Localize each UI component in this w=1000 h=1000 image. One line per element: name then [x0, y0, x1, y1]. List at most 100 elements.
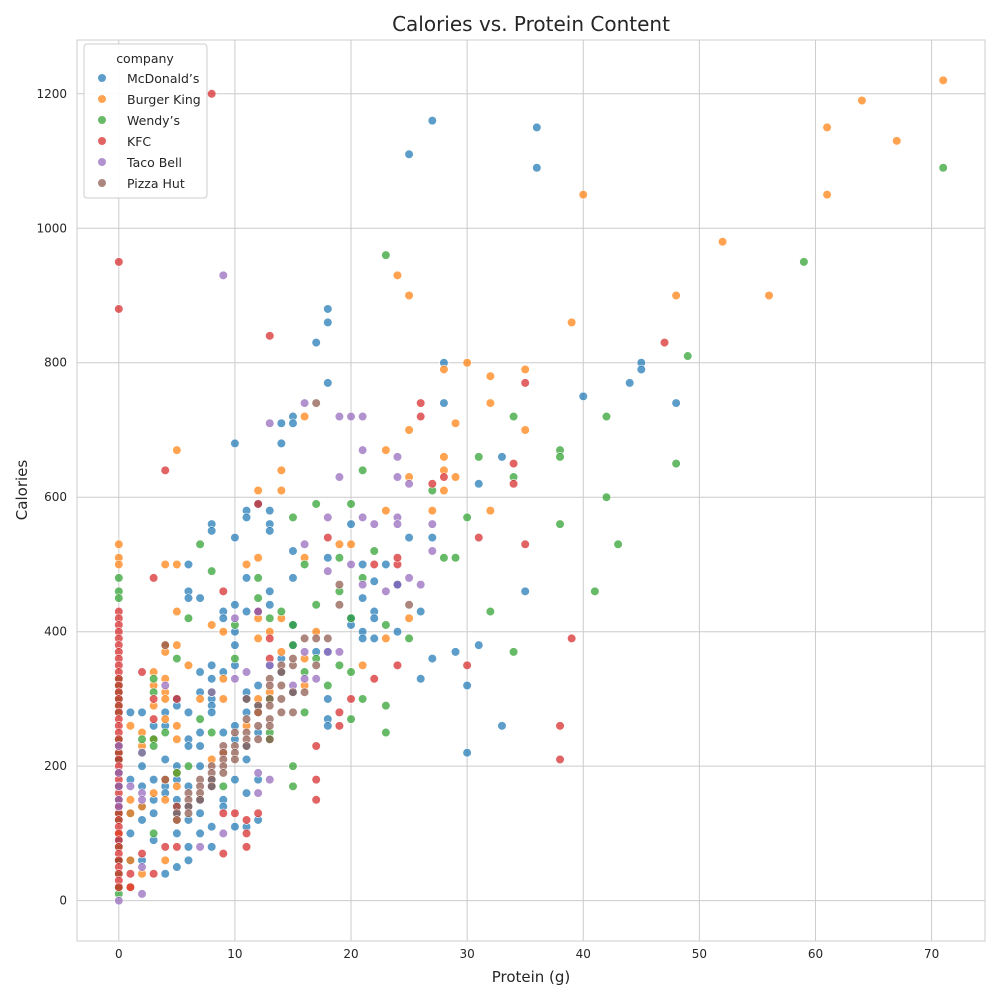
data-point — [183, 842, 194, 852]
data-point — [381, 620, 391, 630]
data-point — [253, 485, 263, 496]
data-point — [218, 613, 228, 623]
legend-marker — [97, 136, 107, 146]
data-point — [137, 667, 147, 677]
data-point — [276, 647, 286, 657]
data-point — [474, 640, 484, 650]
data-point — [613, 539, 623, 549]
data-point — [172, 781, 182, 791]
data-point — [183, 707, 194, 717]
data-point — [114, 882, 124, 892]
data-point — [172, 862, 182, 872]
plot-frame — [76, 39, 986, 942]
data-point — [276, 680, 286, 691]
data-point — [404, 479, 414, 489]
y-tick-label: 800 — [44, 356, 67, 370]
data-point — [520, 425, 530, 435]
data-point — [172, 815, 182, 825]
data-point — [439, 553, 449, 563]
data-point — [207, 727, 217, 738]
data-point — [485, 371, 495, 381]
data-point — [288, 687, 298, 697]
data-point — [311, 337, 321, 348]
data-point — [195, 761, 205, 771]
data-point — [125, 707, 136, 717]
data-point — [125, 721, 136, 731]
data-point — [311, 660, 321, 670]
legend-label: Taco Bell — [126, 155, 182, 170]
data-point — [485, 606, 495, 617]
data-point — [114, 781, 124, 791]
data-point — [253, 808, 263, 818]
data-point — [392, 553, 403, 563]
data-point — [822, 190, 832, 200]
legend-title: company — [116, 51, 174, 66]
data-point — [299, 559, 310, 570]
data-point — [288, 620, 298, 630]
data-points — [114, 75, 948, 906]
data-point — [938, 163, 948, 173]
data-point — [160, 869, 170, 879]
series-group — [114, 89, 670, 892]
data-point — [323, 721, 333, 731]
data-point — [172, 721, 182, 731]
data-point — [381, 586, 391, 596]
legend-marker — [97, 178, 107, 188]
data-point — [230, 438, 240, 449]
data-point — [369, 519, 379, 529]
data-point — [358, 694, 368, 704]
data-point — [195, 667, 205, 677]
data-point — [125, 808, 136, 818]
data-point — [369, 674, 379, 684]
data-point — [857, 95, 867, 106]
data-point — [114, 896, 124, 906]
y-tick-label: 600 — [44, 490, 67, 504]
data-point — [334, 721, 345, 731]
data-point — [474, 479, 484, 489]
data-point — [659, 337, 670, 348]
data-point — [392, 270, 403, 280]
data-point — [218, 808, 228, 818]
data-point — [207, 781, 217, 791]
data-point — [241, 714, 252, 724]
data-point — [892, 136, 902, 146]
data-point — [311, 795, 321, 805]
data-point — [427, 653, 437, 664]
data-point — [241, 754, 252, 765]
data-point — [288, 653, 298, 664]
data-point — [241, 667, 252, 677]
data-point — [334, 580, 345, 590]
data-point — [241, 842, 252, 852]
data-point — [474, 452, 484, 462]
data-point — [427, 506, 437, 516]
data-point — [253, 593, 263, 603]
x-tick-label: 60 — [808, 947, 823, 961]
data-point — [276, 694, 286, 704]
data-point — [404, 425, 414, 435]
data-point — [404, 532, 414, 543]
data-point — [137, 815, 147, 825]
data-point — [195, 727, 205, 738]
data-point — [311, 600, 321, 610]
data-point — [346, 559, 356, 570]
data-point — [462, 358, 472, 368]
data-point — [288, 781, 298, 791]
data-point — [265, 775, 275, 785]
data-point — [230, 613, 240, 623]
data-point — [346, 714, 356, 724]
data-point — [567, 633, 577, 644]
x-tick-label: 0 — [115, 947, 123, 961]
data-point — [218, 848, 228, 859]
data-point — [288, 707, 298, 717]
legend-items: McDonald’s Burger King Wendy’s KFC Taco Bell… — [97, 71, 201, 191]
data-point — [149, 808, 159, 818]
data-point — [149, 573, 159, 583]
data-point — [485, 506, 495, 516]
data-point — [160, 559, 170, 570]
data-point — [114, 801, 124, 812]
data-point — [601, 492, 612, 502]
data-point — [207, 674, 217, 684]
data-point — [114, 257, 124, 267]
data-point — [369, 613, 379, 623]
data-point — [532, 122, 542, 133]
